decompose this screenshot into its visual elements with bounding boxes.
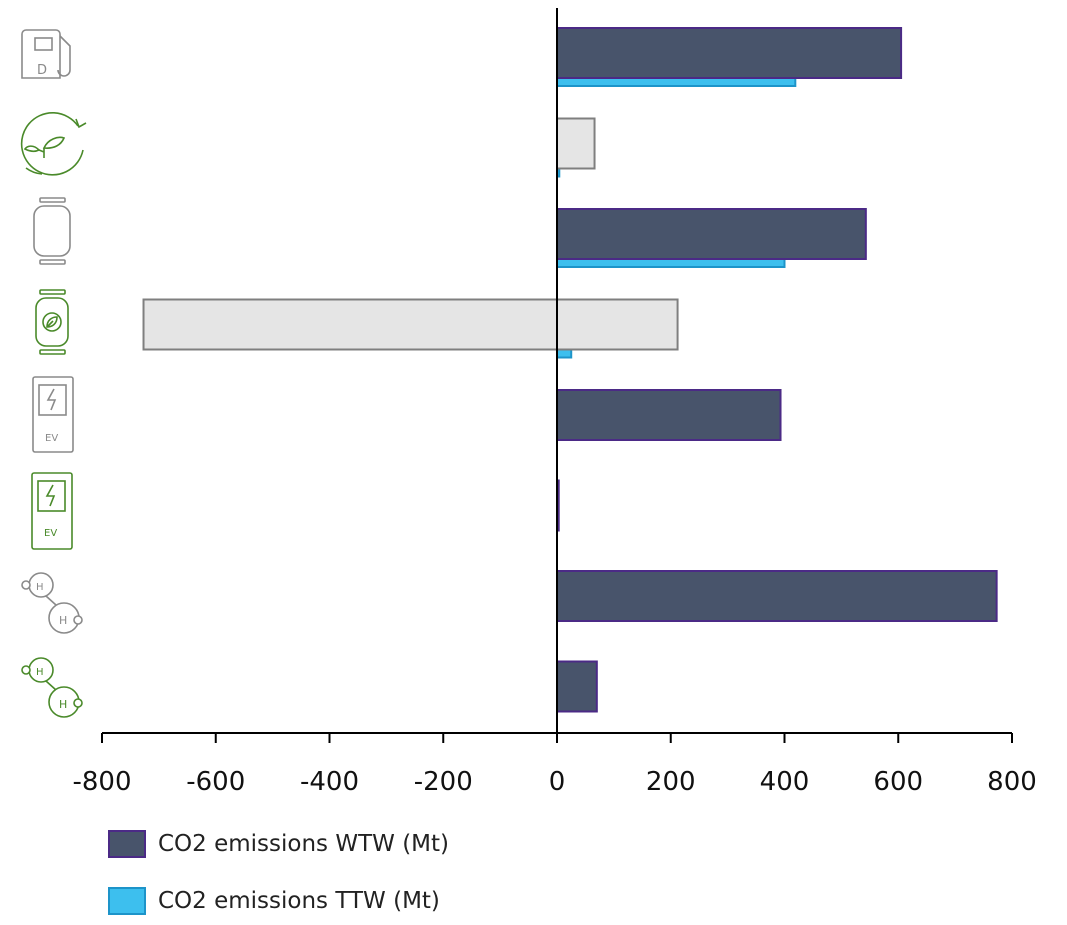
bar-wtw-ev-charger-icon — [556, 389, 782, 441]
category-icons: D — [20, 29, 87, 718]
x-tick-label: -600 — [186, 767, 245, 797]
x-axis: -800 -600 -400 -200 0 200 400 600 800 — [72, 8, 1037, 797]
svg-text:H: H — [36, 582, 44, 593]
x-tick-label: 400 — [760, 767, 810, 797]
bar-wtw-diesel-pump-icon — [556, 27, 903, 79]
x-tick-label: -200 — [414, 767, 473, 797]
x-tick-label: -800 — [72, 767, 131, 797]
ev-charger-icon: EV — [32, 376, 74, 453]
bar-wtw-bio-leaf-recycle-icon — [556, 117, 596, 170]
legend-swatch-ttw — [108, 887, 146, 915]
diesel-pump-icon: D — [21, 29, 71, 79]
svg-text:D: D — [37, 63, 47, 78]
legend-item-ttw: CO2 emissions TTW (Mt) — [108, 887, 440, 915]
x-tick-label: 800 — [987, 767, 1037, 797]
legend-label-ttw: CO2 emissions TTW (Mt) — [158, 888, 440, 914]
x-tick-label: 0 — [549, 767, 566, 797]
bar-wtw-bio-gas-cylinder-icon — [556, 298, 679, 351]
hydrogen-icon: H H — [21, 572, 83, 634]
x-tick-label: -400 — [300, 767, 359, 797]
bar-wtw-hydrogen-icon — [556, 570, 998, 622]
legend-swatch-wtw — [108, 830, 146, 858]
bar-wtw-gas-cylinder-icon — [556, 208, 867, 260]
bio-gas-cylinder-icon — [35, 289, 69, 355]
bio-leaf-recycle-icon — [20, 112, 87, 176]
svg-text:H: H — [59, 614, 67, 627]
bar-wtw-negative-bio-gas-cylinder-icon — [142, 298, 559, 351]
svg-text:H: H — [36, 667, 44, 678]
x-tick-label: 200 — [646, 767, 696, 797]
svg-text:EV: EV — [45, 433, 58, 444]
green-hydrogen-icon: H H — [21, 657, 83, 718]
x-tick-label: 600 — [873, 767, 923, 797]
legend-item-wtw: CO2 emissions WTW (Mt) — [108, 830, 449, 858]
legend-label-wtw: CO2 emissions WTW (Mt) — [158, 831, 450, 857]
svg-text:H: H — [59, 698, 67, 711]
svg-text:EV: EV — [44, 528, 57, 539]
bar-wtw-green-hydrogen-icon — [556, 660, 598, 713]
gas-cylinder-icon — [33, 197, 71, 265]
bars — [142, 27, 998, 713]
green-ev-charger-icon: EV — [31, 472, 73, 550]
